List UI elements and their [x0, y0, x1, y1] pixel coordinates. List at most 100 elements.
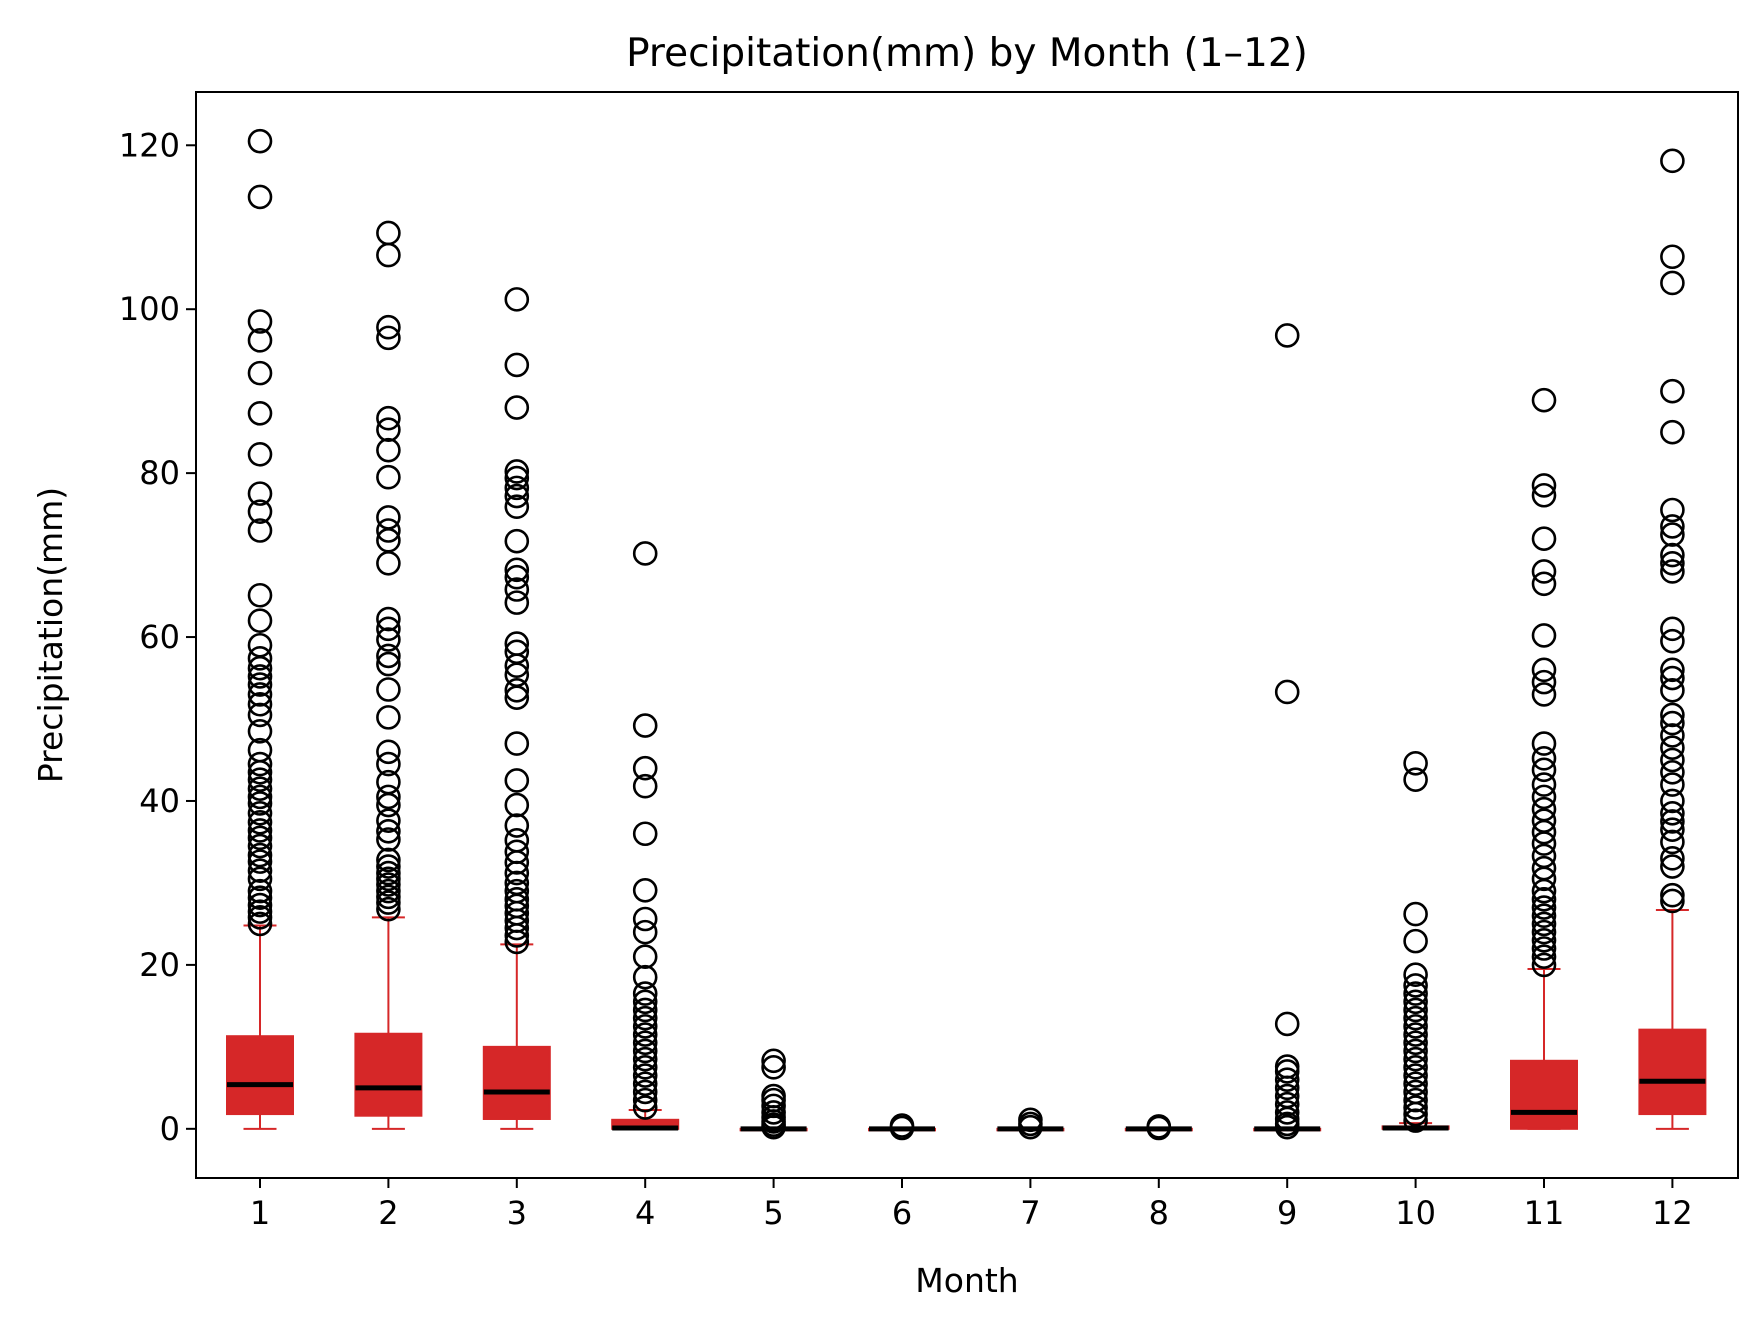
x-tick-label: 2	[378, 1194, 398, 1232]
outlier-point	[632, 944, 658, 970]
outlier-point	[376, 751, 401, 777]
outlier-point	[1403, 1063, 1428, 1088]
outlier-point	[1531, 526, 1557, 551]
outlier-point	[1403, 1095, 1428, 1120]
outlier-point	[247, 664, 273, 689]
outlier-point	[632, 981, 658, 1006]
outlier-point	[1660, 678, 1685, 703]
outlier-point	[1531, 928, 1557, 953]
outlier-point	[247, 702, 273, 728]
outlier-point	[632, 1063, 658, 1088]
x-axis: 1 2 3 4 5 6 7 8 9 10 11 12	[250, 1178, 1693, 1232]
outlier-point	[632, 1030, 658, 1056]
outlier-point	[632, 1087, 658, 1113]
outlier-point	[247, 751, 273, 777]
outlier-point	[1660, 800, 1685, 826]
outlier-point	[1531, 657, 1557, 683]
box-group-month-4	[611, 541, 680, 1131]
outlier-point	[1531, 772, 1557, 797]
outlier-point	[504, 639, 530, 665]
outlier-point	[1660, 497, 1685, 523]
outlier-point	[247, 767, 273, 792]
outlier-point	[247, 800, 273, 826]
outlier-point	[1660, 888, 1685, 914]
y-tick-label: 80	[139, 454, 180, 492]
outlier-point	[1403, 1087, 1428, 1113]
outlier-point	[761, 1048, 786, 1074]
x-tick-label: 7	[1020, 1194, 1040, 1232]
outlier-point	[632, 1046, 658, 1072]
outlier-point	[376, 643, 401, 669]
outlier-point	[247, 776, 273, 801]
outlier-point	[247, 899, 273, 924]
outlier-point	[1403, 973, 1428, 998]
outlier-point	[632, 1022, 658, 1047]
outlier-point	[632, 755, 658, 781]
box-group-month-5	[739, 1048, 808, 1140]
outlier-point	[247, 582, 273, 608]
outlier-point	[1660, 616, 1685, 642]
outlier-point	[376, 827, 401, 852]
outlier-point	[376, 606, 401, 632]
outlier-point	[1531, 682, 1557, 707]
outlier-point	[376, 890, 401, 915]
outlier-point	[247, 682, 273, 707]
outlier-point	[1531, 936, 1557, 961]
outlier-point	[1660, 817, 1685, 842]
outlier-point	[1274, 1011, 1300, 1037]
outlier-point	[376, 405, 401, 431]
outlier-point	[1403, 1030, 1428, 1056]
outlier-point	[504, 459, 530, 484]
outlier-point	[632, 906, 658, 932]
outlier-point	[1660, 542, 1685, 568]
outlier-point	[1660, 522, 1685, 547]
box-group-month-9	[1253, 323, 1322, 1140]
x-tick-label: 9	[1277, 1194, 1297, 1232]
plot-frame	[195, 91, 1739, 1179]
outlier-point	[632, 1071, 658, 1097]
y-tick-label: 120	[119, 126, 180, 164]
outlier-point	[632, 1055, 658, 1080]
outlier-point	[247, 866, 273, 892]
outlier-point	[504, 678, 530, 703]
outlier-point	[376, 818, 401, 844]
outlier-point	[504, 731, 530, 756]
plot-area	[226, 128, 1707, 1141]
outlier-point	[761, 1100, 786, 1125]
x-tick-label: 6	[892, 1194, 912, 1232]
outlier-point	[1660, 378, 1685, 404]
outlier-point	[1403, 1055, 1428, 1080]
outlier-point	[376, 677, 401, 702]
outlier-point	[1403, 1079, 1428, 1105]
x-tick-label: 3	[507, 1194, 527, 1232]
box-group-month-10	[1381, 750, 1450, 1133]
outlier-point	[1531, 784, 1557, 810]
outlier-point	[1531, 911, 1557, 937]
outlier-point	[1531, 623, 1557, 648]
x-tick-label: 10	[1395, 1194, 1436, 1232]
outlier-point	[1660, 628, 1685, 654]
outlier-point	[1531, 855, 1557, 881]
outlier-point	[247, 858, 273, 883]
outlier-point	[247, 360, 273, 386]
outlier-point	[504, 577, 530, 602]
outlier-point	[632, 919, 658, 945]
x-tick-label: 1	[250, 1194, 270, 1232]
outlier-point	[1403, 1046, 1428, 1072]
outlier-point	[247, 842, 273, 868]
outlier-point	[376, 505, 401, 530]
outlier-point	[376, 518, 401, 543]
outlier-point	[1531, 746, 1557, 771]
outlier-point	[1660, 809, 1685, 834]
outlier-point	[1660, 735, 1685, 760]
outlier-point	[376, 464, 401, 490]
y-tick-label: 40	[139, 782, 180, 820]
outlier-point	[1403, 962, 1428, 988]
outlier-point	[504, 465, 530, 491]
outlier-point	[1403, 767, 1428, 792]
outlier-point	[1660, 882, 1685, 908]
outlier-point	[1274, 1100, 1300, 1125]
outlier-point	[1403, 989, 1428, 1015]
outlier-point	[247, 825, 273, 851]
box-group-month-2	[354, 220, 423, 1130]
